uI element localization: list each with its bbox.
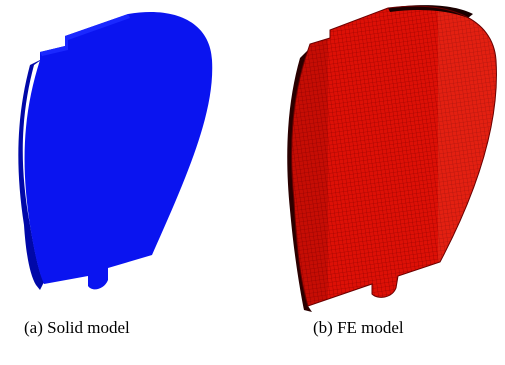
solid-model-face	[24, 11, 213, 290]
fe-model-panel	[268, 0, 505, 320]
solid-model-image	[18, 11, 213, 290]
fe-model-caption: (b) FE model	[313, 318, 404, 337]
fe-model-image	[287, 5, 497, 312]
solid-model-top-rim	[40, 14, 130, 56]
fe-model-outline	[291, 5, 497, 307]
fe-model-face	[291, 6, 497, 307]
solid-model-side-face	[18, 55, 48, 290]
solid-model-panel	[0, 0, 250, 300]
solid-model-caption: (a) Solid model	[24, 318, 130, 337]
fe-model-top-rim	[388, 5, 473, 19]
